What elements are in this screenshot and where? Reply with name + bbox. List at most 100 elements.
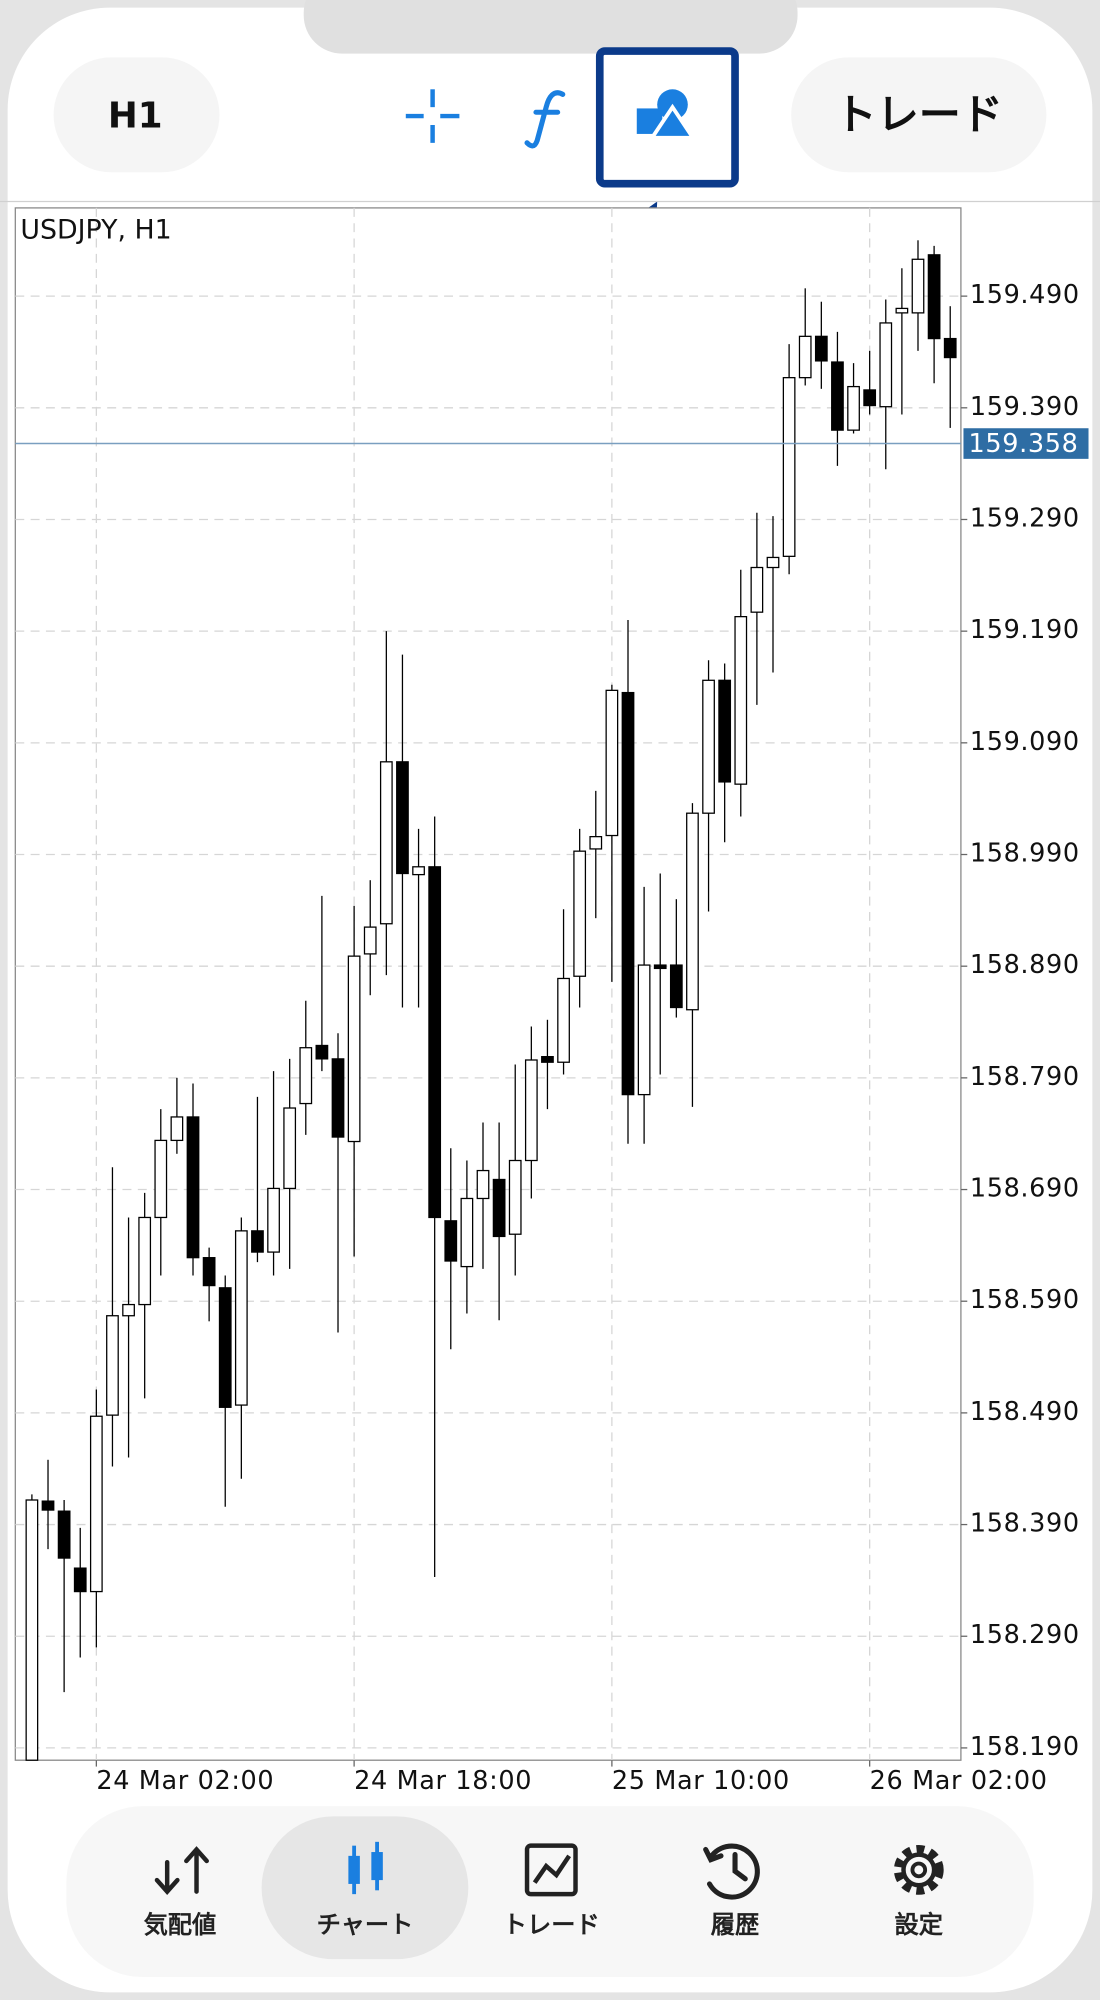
active-tab-highlight [261,1816,469,1960]
x-tick-label: 24 Mar 18:00 [354,1766,532,1796]
candle-body [218,1287,232,1408]
candle-body [718,679,732,783]
candle-body [669,964,683,1009]
y-tick-label: 159.490 [970,280,1080,310]
candle-body [686,812,699,1011]
candle-body [412,866,425,876]
y-tick-label: 159.090 [970,727,1080,757]
candle-body [879,322,893,408]
candle-body [476,1169,490,1200]
nav-label[interactable]: 気配値 [144,1910,217,1939]
plot-frame [14,207,962,1761]
candle-body [653,964,667,970]
candle-body [202,1257,216,1287]
candle-body [895,307,909,314]
candle-body [573,850,587,977]
candle-body [750,566,764,613]
candle-body [234,1230,248,1406]
nav-label[interactable]: 履歴 [711,1910,759,1939]
candle-body [122,1303,135,1317]
y-tick-label: 158.590 [970,1285,1080,1315]
objects-button[interactable] [636,89,697,140]
candle-body [766,556,780,569]
candle-body [363,926,377,955]
chart [14,207,962,1761]
trade-icon[interactable] [524,1843,578,1897]
quotes-icon[interactable] [154,1846,209,1895]
history-icon[interactable] [703,1843,760,1900]
candle-body [170,1116,184,1142]
candle-body [138,1216,152,1306]
candle-body [299,1047,313,1105]
trade-label: トレード [835,90,1003,139]
candle-body [814,335,828,362]
candle-body [702,679,715,814]
highlight-box [595,47,739,188]
candle-body [283,1107,297,1190]
candle-body [943,337,957,359]
timeframe-button[interactable] [53,57,220,173]
chart-title: USDJPY, H1 [20,214,171,245]
candle-body [347,955,361,1143]
candle-body [524,1059,538,1162]
timeframe-label: H1 [108,95,163,136]
candle-body [57,1510,71,1559]
nav-label[interactable]: チャート [317,1910,414,1939]
candle-body [444,1220,458,1262]
candle-body [89,1415,103,1593]
y-tick-label: 158.490 [970,1397,1080,1427]
y-tick-label: 159.290 [970,503,1080,533]
candle-body [911,258,925,314]
candle-body [621,691,635,1096]
chart-icon[interactable] [348,1841,383,1895]
candle-body [396,761,409,875]
candle-body [331,1058,345,1138]
x-tick-label: 25 Mar 10:00 [612,1766,790,1796]
candle-body [798,335,812,379]
notch [303,0,798,54]
candle-body [847,385,860,431]
y-tick-label: 158.190 [970,1732,1080,1762]
y-tick-label: 158.390 [970,1509,1080,1539]
y-tick-label: 158.690 [970,1174,1080,1204]
settings-icon[interactable] [893,1845,944,1895]
candle-body [508,1159,522,1235]
candle-body [734,616,748,785]
candle-body [927,254,941,340]
current-price-label: 159.358 [969,429,1079,459]
nav-label[interactable]: 設定 [895,1910,944,1939]
candle-body [267,1187,280,1253]
candle-body [863,389,877,407]
candle-body [315,1044,329,1060]
x-tick-label: 26 Mar 02:00 [870,1766,1048,1796]
candle-body [831,361,844,431]
candle-body [541,1056,554,1063]
candle-body [492,1178,506,1238]
candle-body [73,1567,87,1593]
candle-body [186,1116,200,1259]
bottom-nav [66,1806,1034,1978]
candle-body [605,689,619,837]
nav-label[interactable]: トレード [503,1910,600,1939]
trade-button[interactable] [791,57,1047,173]
y-tick-label: 158.290 [970,1620,1080,1650]
candle-body [589,836,603,850]
candle-body [557,977,570,1063]
candle-body [428,866,442,1219]
candle-body [154,1139,168,1219]
crosshair-button[interactable] [405,89,460,143]
candle-body [25,1499,39,1761]
candle-body [251,1230,264,1253]
candle-body [460,1197,474,1268]
candle-body [379,761,393,925]
candle-body [637,964,651,1096]
current-price-badge [963,428,1089,459]
y-tick-label: 158.790 [970,1062,1080,1092]
indicators-button[interactable] [524,90,566,149]
y-tick-label: 158.990 [970,839,1080,869]
candle-body [41,1500,55,1511]
candle-body [106,1315,119,1416]
y-tick-label: 159.390 [970,392,1080,422]
